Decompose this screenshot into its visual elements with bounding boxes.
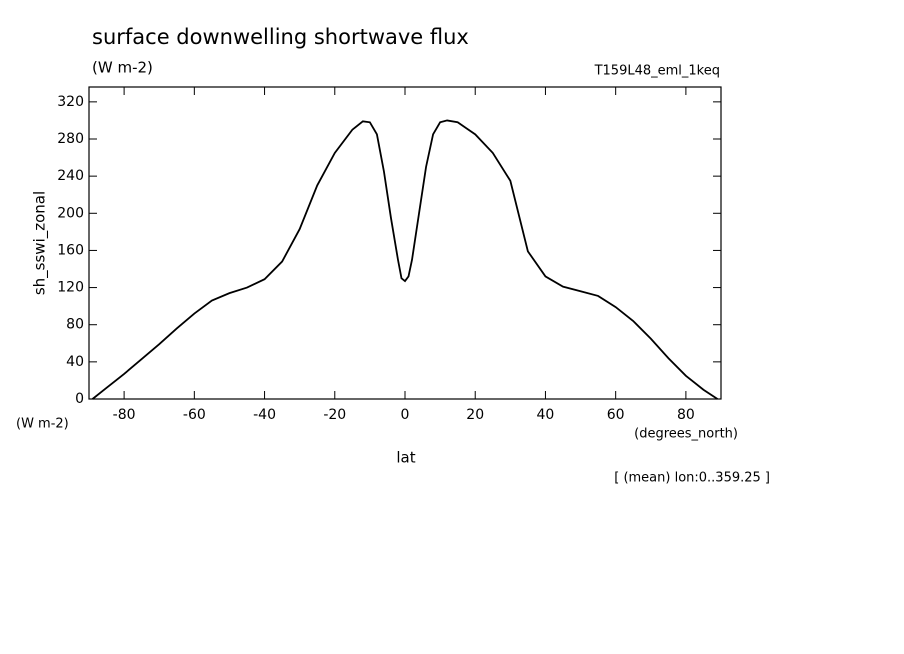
- y-tick-label: 240: [57, 168, 84, 184]
- note: [ (mean) lon:0..359.25 ]: [614, 471, 770, 486]
- y-tick-label: 160: [57, 242, 84, 258]
- x-axis-label: lat: [396, 449, 415, 467]
- y-tick-label: 80: [66, 317, 84, 333]
- y-tick-label: 280: [57, 131, 84, 147]
- y-tick-label: 320: [57, 94, 84, 110]
- y-tick-label: 40: [66, 354, 84, 370]
- x-tick-label: 80: [677, 407, 695, 423]
- y-tick-label: 200: [57, 205, 84, 221]
- y-tick-label: 0: [75, 391, 84, 407]
- x-tick-label: -40: [253, 407, 276, 423]
- x-tick-label: -20: [323, 407, 346, 423]
- line: [91, 119, 718, 400]
- x-tick-label: 0: [401, 407, 410, 423]
- x-tick-label: 20: [466, 407, 484, 423]
- x-tick-label: 40: [537, 407, 555, 423]
- chart-title: surface downwelling shortwave flux: [92, 25, 469, 49]
- dataset-label: T159L48_eml_1keq: [594, 64, 720, 79]
- y-tick-label: 120: [57, 280, 84, 296]
- x-tick-label: 60: [607, 407, 625, 423]
- y-units: (W m-2): [16, 417, 69, 432]
- x-tick-label: -60: [183, 407, 206, 423]
- x-units: (degrees_north): [634, 427, 738, 442]
- y-axis-label: sh_sswi_zonal: [31, 191, 50, 295]
- subtitle: (W m-2): [92, 59, 153, 77]
- x-tick-label: -80: [113, 407, 136, 423]
